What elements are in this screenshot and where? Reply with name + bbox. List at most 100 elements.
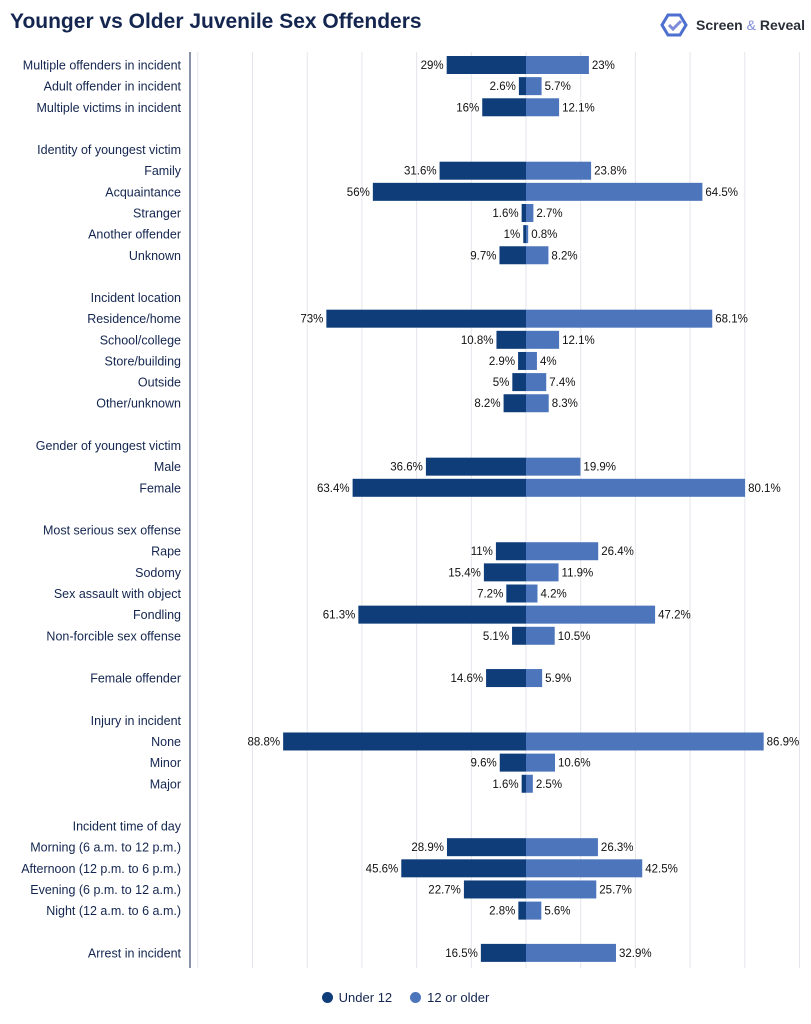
category-label: Incident location	[91, 291, 181, 305]
chart-title: Younger vs Older Juvenile Sex Offenders	[10, 10, 422, 33]
data-label-12-or-older: 11.9%	[562, 567, 594, 579]
category-label: Stranger	[133, 206, 181, 220]
category-label: Sodomy	[135, 566, 182, 580]
legend-item-older: 12 or older	[410, 990, 489, 1005]
bar-12-or-older	[526, 626, 555, 645]
bar-12-or-older	[526, 330, 560, 349]
category-label: Unknown	[129, 249, 181, 263]
category-label: Gender of youngest victim	[36, 439, 181, 453]
data-label-under12: 2.9%	[489, 356, 515, 368]
category-label: Evening (6 p.m. to 12 a.m.)	[30, 883, 181, 897]
category-label: Night (12 a.m. to 6 a.m.)	[46, 904, 181, 918]
bar-under12	[506, 584, 526, 603]
bar-12-or-older	[526, 246, 549, 265]
bar-12-or-older	[526, 732, 764, 751]
data-label-12-or-older: 12.1%	[562, 102, 595, 114]
data-label-under12: 11%	[471, 546, 493, 558]
bar-under12	[518, 77, 526, 96]
category-label: Outside	[138, 376, 181, 390]
bar-under12	[463, 880, 526, 899]
data-label-under12: 63.4%	[317, 483, 350, 495]
data-label-12-or-older: 5.6%	[544, 906, 570, 918]
data-label-12-or-older: 7.4%	[549, 377, 575, 389]
bar-under12	[486, 669, 526, 688]
data-label-12-or-older: 4.2%	[540, 589, 566, 601]
data-label-12-or-older: 26.3%	[601, 842, 634, 854]
category-label: Fondling	[133, 608, 181, 622]
data-label-12-or-older: 47.2%	[658, 610, 691, 622]
magnifier-check-icon	[660, 13, 688, 37]
category-label: Adult offender in incident	[44, 80, 182, 94]
bar-under12	[521, 203, 526, 222]
bar-under12	[521, 774, 526, 793]
brand-logo: Screen & Reveal	[660, 12, 805, 38]
bar-under12	[446, 838, 526, 857]
category-label: Afternoon (12 p.m. to 6 p.m.)	[21, 862, 181, 876]
data-label-under12: 9.6%	[471, 758, 497, 770]
category-label: Injury in incident	[91, 714, 182, 728]
data-label-12-or-older: 68.1%	[715, 314, 748, 326]
category-label: Arrest in incident	[88, 946, 182, 960]
bar-under12	[496, 330, 526, 349]
data-label-under12: 29%	[421, 60, 444, 72]
data-label-12-or-older: 26.4%	[601, 546, 634, 558]
data-label-under12: 61.3%	[323, 610, 356, 622]
bar-12-or-older	[526, 373, 547, 392]
data-label-under12: 10.8%	[461, 335, 494, 347]
data-label-12-or-older: 23%	[592, 60, 615, 72]
category-label: Female	[139, 481, 181, 495]
data-label-under12: 2.8%	[489, 906, 515, 918]
data-label-12-or-older: 5.7%	[545, 81, 571, 93]
data-label-12-or-older: 2.7%	[536, 208, 562, 220]
bar-12-or-older	[526, 859, 643, 878]
data-label-under12: 56%	[347, 187, 370, 199]
bar-12-or-older	[526, 478, 746, 497]
bar-under12	[523, 225, 526, 244]
diverging-bar-chart: Multiple offenders in incident 29% 23% Adul…	[21, 52, 800, 968]
data-label-12-or-older: 12.1%	[562, 335, 595, 347]
category-label: None	[151, 735, 181, 749]
data-label-12-or-older: 0.8%	[531, 229, 557, 241]
data-label-12-or-older: 4%	[540, 356, 557, 368]
bar-under12	[512, 626, 526, 645]
data-label-under12: 1.6%	[492, 208, 518, 220]
category-label: Female offender	[90, 672, 181, 686]
bar-under12	[326, 309, 526, 328]
bar-12-or-older	[526, 77, 542, 96]
data-label-12-or-older: 5.9%	[545, 673, 571, 685]
bar-under12	[518, 901, 526, 920]
bar-12-or-older	[526, 753, 555, 772]
data-label-12-or-older: 10.6%	[558, 758, 591, 770]
bar-12-or-older	[526, 669, 543, 688]
bar-12-or-older	[526, 880, 597, 899]
data-label-under12: 16.5%	[445, 948, 478, 960]
data-label-under12: 14.6%	[450, 673, 483, 685]
bar-under12	[518, 351, 526, 370]
category-label: Rape	[151, 545, 181, 559]
category-label: Multiple offenders in incident	[23, 59, 182, 73]
bar-under12	[483, 563, 526, 582]
bar-12-or-older	[526, 98, 560, 117]
category-label: Family	[144, 164, 182, 178]
bar-12-or-older	[526, 309, 713, 328]
data-label-12-or-older: 80.1%	[748, 483, 781, 495]
logo-text: Screen & Reveal	[696, 17, 805, 33]
data-label-12-or-older: 8.3%	[552, 398, 578, 410]
bar-12-or-older	[526, 457, 581, 476]
bar-12-or-older	[526, 56, 589, 74]
bar-under12	[482, 98, 526, 117]
legend-item-under12: Under 12	[321, 990, 392, 1005]
legend: Under 12 12 or older	[0, 990, 811, 1005]
bar-under12	[283, 732, 526, 751]
data-label-under12: 45.6%	[366, 863, 399, 875]
bar-under12	[401, 859, 526, 878]
category-label: Most serious sex offense	[43, 524, 181, 538]
category-label: School/college	[100, 333, 181, 347]
bar-under12	[512, 373, 526, 392]
data-label-under12: 22.7%	[428, 884, 461, 896]
category-label: Multiple victims in incident	[37, 101, 182, 115]
bar-under12	[352, 478, 526, 497]
data-label-12-or-older: 32.9%	[619, 948, 652, 960]
category-label: Residence/home	[87, 312, 181, 326]
